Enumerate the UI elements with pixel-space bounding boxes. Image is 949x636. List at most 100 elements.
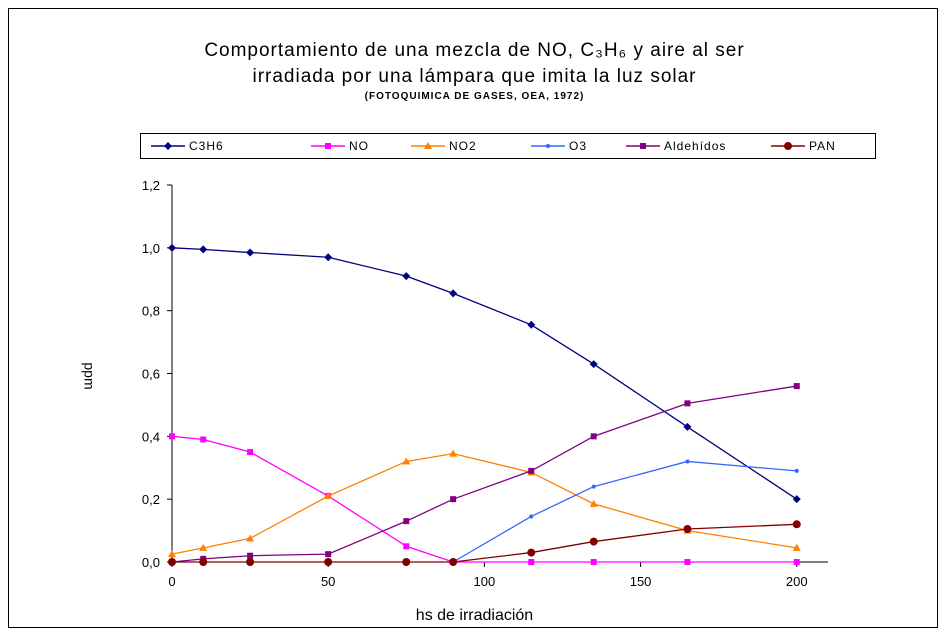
data-point-pan (449, 558, 458, 566)
series-line-no2 (171, 452, 797, 555)
data-point-c3h6 (449, 289, 458, 298)
legend-label: NO2 (449, 139, 477, 153)
data-point-c3h6 (168, 243, 176, 252)
x-tick-label: 50 (321, 574, 335, 589)
data-point-no2 (168, 550, 176, 558)
y-tick-label: 1,0 (142, 241, 160, 256)
data-point-o3 (794, 468, 799, 473)
data-point-c3h6 (589, 360, 598, 369)
legend-item: PAN (771, 134, 836, 158)
y-tick-label: 0,6 (142, 367, 160, 382)
data-point-pan (683, 525, 692, 534)
data-point-aldehdos (403, 518, 410, 525)
series-o3 (451, 459, 799, 564)
x-tick-label: 0 (168, 574, 175, 589)
data-point-o3 (591, 484, 596, 489)
data-point-aldehdos (450, 496, 457, 503)
legend-swatch (626, 143, 660, 149)
chart-subtitle: (FOTOQUIMICA DE GASES, OEA, 1972) (364, 91, 585, 102)
data-point-pan (792, 520, 801, 529)
legend-item: C3H6 (151, 134, 224, 158)
series-no (169, 433, 800, 565)
data-point-pan (199, 558, 208, 566)
data-point-c3h6 (527, 320, 536, 329)
chart-title-line1: Comportamiento de una mezcla de NO, C₃H₆… (204, 40, 745, 61)
data-point-no (590, 559, 597, 565)
data-point-no (200, 436, 207, 443)
data-point-o3 (529, 514, 534, 519)
data-point-c3h6 (792, 495, 801, 504)
data-point-c3h6 (199, 245, 208, 254)
data-point-no (403, 543, 410, 550)
x-tick-label: 200 (786, 574, 808, 589)
legend-swatch (151, 142, 185, 150)
data-point-pan (589, 537, 598, 546)
legend-marker (424, 142, 432, 149)
legend-marker (784, 142, 792, 150)
y-tick-label: 0,2 (142, 492, 160, 507)
y-tick-label: 0,0 (142, 555, 160, 570)
data-point-no (684, 559, 691, 565)
data-point-c3h6 (683, 422, 692, 431)
data-point-no2 (792, 543, 801, 551)
data-point-pan (402, 558, 411, 566)
x-tick-label: 100 (474, 574, 496, 589)
data-point-c3h6 (324, 253, 333, 262)
data-point-c3h6 (246, 248, 255, 257)
legend-label: Aldehídos (664, 139, 727, 153)
series-no2 (168, 449, 801, 558)
legend-label: C3H6 (189, 139, 224, 153)
legend-swatch (531, 144, 565, 148)
data-point-no (528, 559, 535, 565)
legend-marker (164, 142, 172, 150)
x-tick-label: 150 (630, 574, 652, 589)
data-point-no2 (246, 534, 255, 542)
data-point-no2 (402, 457, 411, 465)
legend-label: PAN (809, 139, 836, 153)
data-point-aldehdos (325, 551, 332, 558)
legend-marker (325, 143, 331, 149)
data-point-no2 (449, 449, 458, 457)
data-point-aldehdos (528, 467, 535, 474)
data-point-no (247, 449, 254, 456)
y-axis-label: ppm (81, 362, 98, 390)
legend-swatch (411, 142, 445, 149)
y-tick-label: 1,2 (142, 178, 160, 193)
series-aldehdos (169, 383, 800, 565)
data-point-aldehdos (247, 552, 254, 559)
data-point-no2 (199, 543, 208, 551)
series-line-aldehdos (171, 385, 797, 563)
x-axis-label: hs de irradiación (415, 607, 534, 624)
data-point-pan (246, 558, 255, 566)
data-point-no (793, 559, 800, 565)
y-tick-label: 0,4 (142, 429, 160, 444)
series-pan (168, 520, 801, 566)
data-point-pan (527, 548, 536, 557)
data-point-no2 (589, 499, 598, 507)
legend-marker (546, 144, 550, 148)
legend-swatch (311, 143, 345, 149)
legend-item: Aldehídos (626, 134, 726, 158)
legend-marker (640, 143, 646, 149)
legend-item: NO2 (411, 134, 477, 158)
legend-swatch (771, 142, 805, 150)
series-line-pan (172, 523, 797, 563)
data-point-aldehdos (793, 383, 800, 390)
data-point-pan (324, 558, 333, 566)
chart-legend: C3H6 NO NO2 O3 Aldehídos PAN (140, 133, 876, 159)
data-point-aldehdos (684, 400, 691, 407)
y-tick-label: 0,8 (142, 304, 160, 319)
data-point-no (169, 433, 175, 440)
legend-item: O3 (531, 134, 587, 158)
series-c3h6 (168, 243, 801, 504)
legend-item: NO (311, 134, 369, 158)
chart-title-line2: irradiada por una lámpara que imita la l… (252, 66, 697, 87)
legend-label: O3 (569, 139, 588, 153)
data-point-o3 (685, 459, 690, 464)
legend-label: NO (349, 139, 369, 153)
data-point-c3h6 (402, 272, 411, 281)
data-point-aldehdos (590, 433, 597, 440)
data-point-no2 (324, 492, 333, 500)
series-line-c3h6 (171, 247, 798, 500)
